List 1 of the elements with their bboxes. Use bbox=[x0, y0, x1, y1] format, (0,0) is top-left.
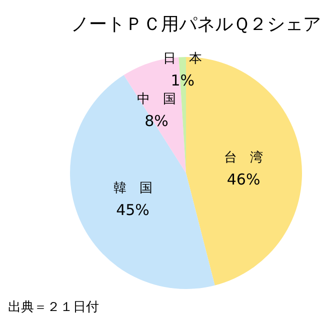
title: ノートＰＣ用パネルＱ２シェア bbox=[71, 14, 321, 35]
